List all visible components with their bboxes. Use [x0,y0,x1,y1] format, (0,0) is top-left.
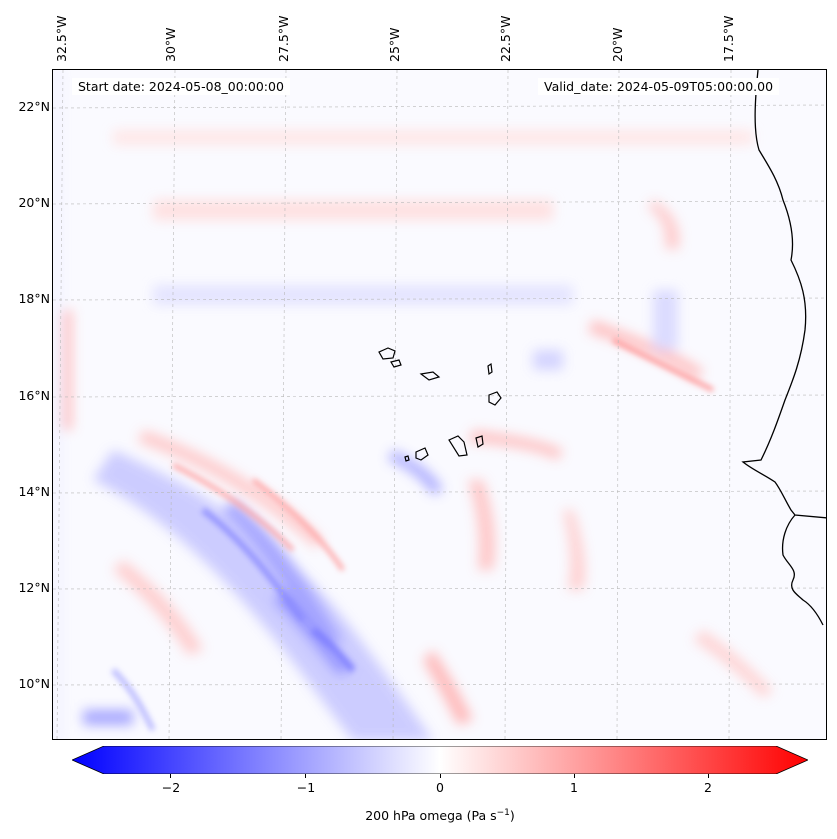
lon-label: 20°W [610,27,625,62]
coastline [741,70,826,626]
valid-date-label: Valid_date: 2024-05-09T05:00:00.00 [538,78,780,95]
map-panel [52,69,827,740]
lat-label: 12°N [18,580,50,595]
lon-label: 32.5°W [54,15,69,62]
colorbar-tick-label: 1 [570,780,578,795]
lon-label: 27.5°W [276,15,291,62]
lat-label: 22°N [18,99,50,114]
colorbar-tickmark [440,774,441,778]
lat-label: 16°N [18,388,50,403]
colorbar-label: 200 hPa omega (Pa s−1) [365,808,515,824]
colorbar-tickmark [170,774,171,778]
omega-field [53,70,826,739]
colorbar-tick-label: −1 [296,780,316,795]
colorbar-tickmark [305,774,306,778]
lat-label: 20°N [18,195,50,210]
colorbar-tick-label: 0 [436,780,444,795]
colorbar-gradient [71,745,809,775]
lat-label: 18°N [18,291,50,306]
colorbar-tickmark [574,774,575,778]
colorbar-tickmark [708,774,709,778]
colorbar-tick-label: −2 [161,780,181,795]
lon-label: 25°W [387,27,402,62]
lon-label: 17.5°W [721,15,736,62]
gridlines [53,70,826,739]
cabo-verde-islands [378,347,502,462]
lat-label: 10°N [18,676,50,691]
colorbar-tick-label: 2 [704,780,712,795]
lat-label: 14°N [18,484,50,499]
lon-label: 22.5°W [498,15,513,62]
colorbar [71,745,809,775]
lon-label: 30°W [163,27,178,62]
start-date-label: Start date: 2024-05-08_00:00:00 [72,78,290,95]
